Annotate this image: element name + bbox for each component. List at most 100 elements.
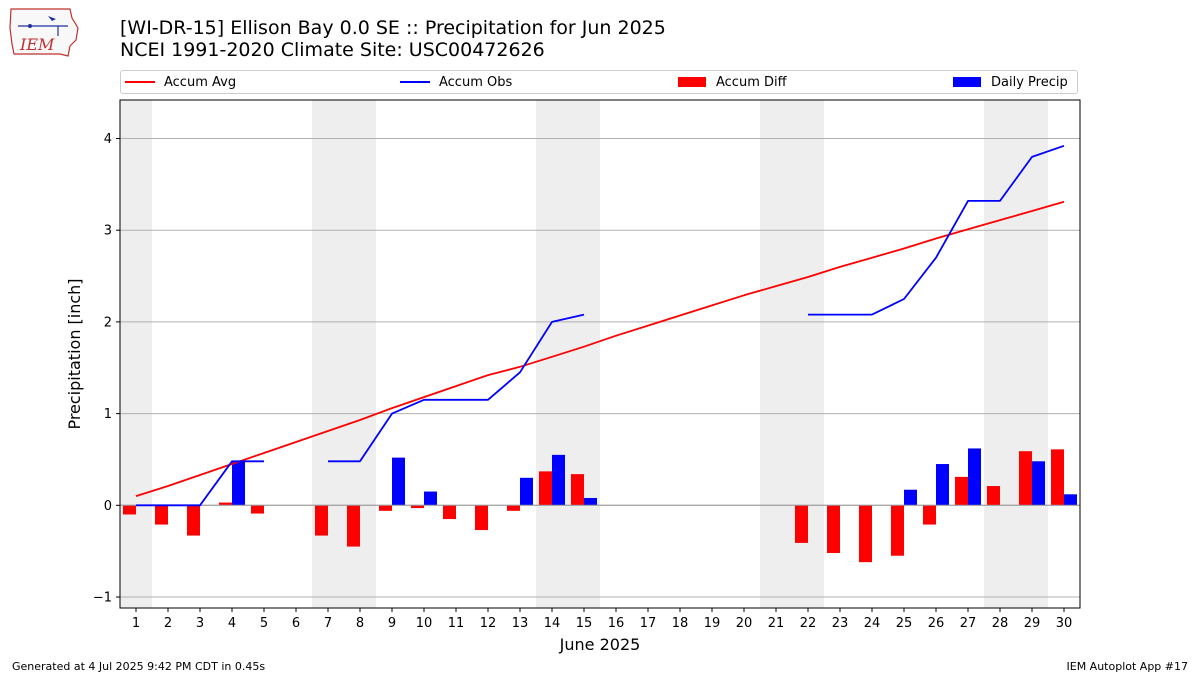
x-tick-label: 16: [608, 616, 625, 631]
bar-accum-diff: [347, 505, 360, 547]
y-tick-label: −1: [93, 590, 112, 605]
y-tick-label: 3: [104, 224, 112, 239]
x-tick-label: 11: [448, 616, 465, 631]
chart-legend: Accum Avg Accum Obs Accum Diff Daily Pre…: [120, 70, 1078, 94]
weekend-shade-0: [120, 100, 152, 608]
bar-daily-precip: [232, 461, 245, 506]
bar-accum-diff: [987, 486, 1000, 506]
legend-label-accum-avg: Accum Avg: [164, 75, 237, 90]
legend-swatch-accum-diff: [678, 76, 706, 87]
bar-daily-precip: [424, 491, 437, 506]
x-tick-label: 13: [512, 616, 529, 631]
y-tick-label: 1: [104, 407, 112, 422]
bar-accum-diff: [219, 502, 232, 506]
legend-swatch-accum-obs: [400, 80, 430, 83]
y-tick-label: 2: [104, 315, 112, 330]
bar-accum-diff: [443, 505, 456, 520]
x-axis-label: June 2025: [559, 635, 641, 654]
bar-accum-diff: [411, 505, 424, 509]
bar-daily-precip: [552, 454, 565, 506]
bar-accum-diff: [923, 505, 936, 525]
x-tick-label: 18: [672, 616, 689, 631]
x-tick-label: 29: [1024, 616, 1041, 631]
bar-accum-diff: [1019, 451, 1032, 506]
title-line-2: NCEI 1991-2020 Climate Site: USC00472626: [120, 39, 545, 61]
iem-logo: IEM: [8, 6, 80, 60]
x-tick-label: 14: [544, 616, 561, 631]
legend-item-accum-avg: Accum Avg: [125, 74, 236, 92]
x-tick-label: 21: [768, 616, 785, 631]
footer-app: IEM Autoplot App #17: [1066, 660, 1189, 673]
x-tick-label: 26: [928, 616, 945, 631]
bars-group: [120, 448, 1080, 563]
y-axis-ticks: −1 0 1 2 3 4: [93, 132, 120, 605]
bar-daily-precip: [584, 497, 597, 506]
bar-accum-diff: [379, 505, 392, 511]
legend-label-daily-precip: Daily Precip: [991, 75, 1068, 90]
bar-daily-precip: [936, 464, 949, 506]
x-tick-label: 15: [576, 616, 593, 631]
legend-swatch-accum-avg: [125, 80, 155, 83]
bar-accum-diff: [859, 505, 872, 563]
x-tick-label: 2: [164, 616, 172, 631]
x-tick-label: 23: [832, 616, 849, 631]
x-tick-label: 1: [132, 616, 140, 631]
bar-daily-precip: [904, 489, 917, 506]
bar-daily-precip: [1032, 461, 1045, 506]
bar-accum-diff: [539, 471, 552, 506]
bar-accum-diff: [827, 505, 840, 553]
x-tick-label: 3: [196, 616, 204, 631]
bar-accum-diff: [891, 505, 904, 556]
lines-group: [135, 144, 1065, 507]
bar-daily-precip: [1064, 494, 1077, 506]
bar-accum-diff: [251, 505, 264, 514]
x-tick-label: 22: [800, 616, 817, 631]
weekend-shade-3: [760, 100, 824, 608]
bar-accum-diff: [187, 505, 200, 536]
line-accum-obs: [808, 144, 1065, 316]
bar-accum-diff: [571, 474, 584, 506]
weekend-shade-2: [536, 100, 600, 608]
bar-daily-precip: [392, 457, 405, 506]
x-tick-label: 12: [480, 616, 497, 631]
bar-accum-diff: [155, 505, 168, 525]
x-tick-label: 10: [416, 616, 433, 631]
x-tick-label: 27: [960, 616, 977, 631]
bar-daily-precip: [968, 448, 981, 506]
bar-accum-diff: [315, 505, 328, 536]
y-tick-label: 4: [104, 132, 112, 147]
x-tick-label: 19: [704, 616, 721, 631]
chart-title: [WI-DR-15] Ellison Bay 0.0 SE :: Precipi…: [120, 17, 666, 61]
x-tick-label: 6: [292, 616, 300, 631]
weekend-shading-group: [120, 100, 1048, 608]
line-accum-obs: [136, 460, 264, 507]
bar-accum-diff: [475, 505, 488, 531]
legend-label-accum-obs: Accum Obs: [439, 75, 513, 90]
line-accum-avg: [135, 200, 1065, 497]
legend-item-accum-diff: Accum Diff: [678, 74, 787, 92]
x-tick-label: 25: [896, 616, 913, 631]
x-tick-label: 17: [640, 616, 657, 631]
x-tick-label: 24: [864, 616, 881, 631]
x-axis-ticks: 1 2 3 4 5 6 7 8 9 10 11 12 13 14 15 16 17 18 19 20 21 22 23 24 2…: [132, 608, 1072, 631]
line-accum-obs: [328, 313, 585, 463]
bar-accum-diff: [955, 476, 968, 506]
x-tick-label: 9: [388, 616, 396, 631]
y-tick-label: 0: [104, 499, 112, 514]
legend-label-accum-diff: Accum Diff: [716, 75, 787, 90]
legend-swatch-daily-precip: [953, 76, 981, 87]
x-tick-label: 7: [324, 616, 332, 631]
x-tick-label: 28: [992, 616, 1009, 631]
bar-accum-diff: [123, 505, 136, 515]
footer-generated: Generated at 4 Jul 2025 9:42 PM CDT in 0…: [12, 660, 266, 673]
weekend-shade-4: [984, 100, 1048, 608]
iowa-map-icon: IEM: [9, 8, 79, 57]
x-tick-label: 20: [736, 616, 753, 631]
x-tick-label: 4: [228, 616, 236, 631]
legend-item-accum-obs: Accum Obs: [400, 74, 512, 92]
plot-frame: [119, 99, 1081, 609]
legend-item-daily-precip: Daily Precip: [953, 74, 1068, 92]
bar-accum-diff: [795, 505, 808, 543]
x-tick-label: 5: [260, 616, 268, 631]
